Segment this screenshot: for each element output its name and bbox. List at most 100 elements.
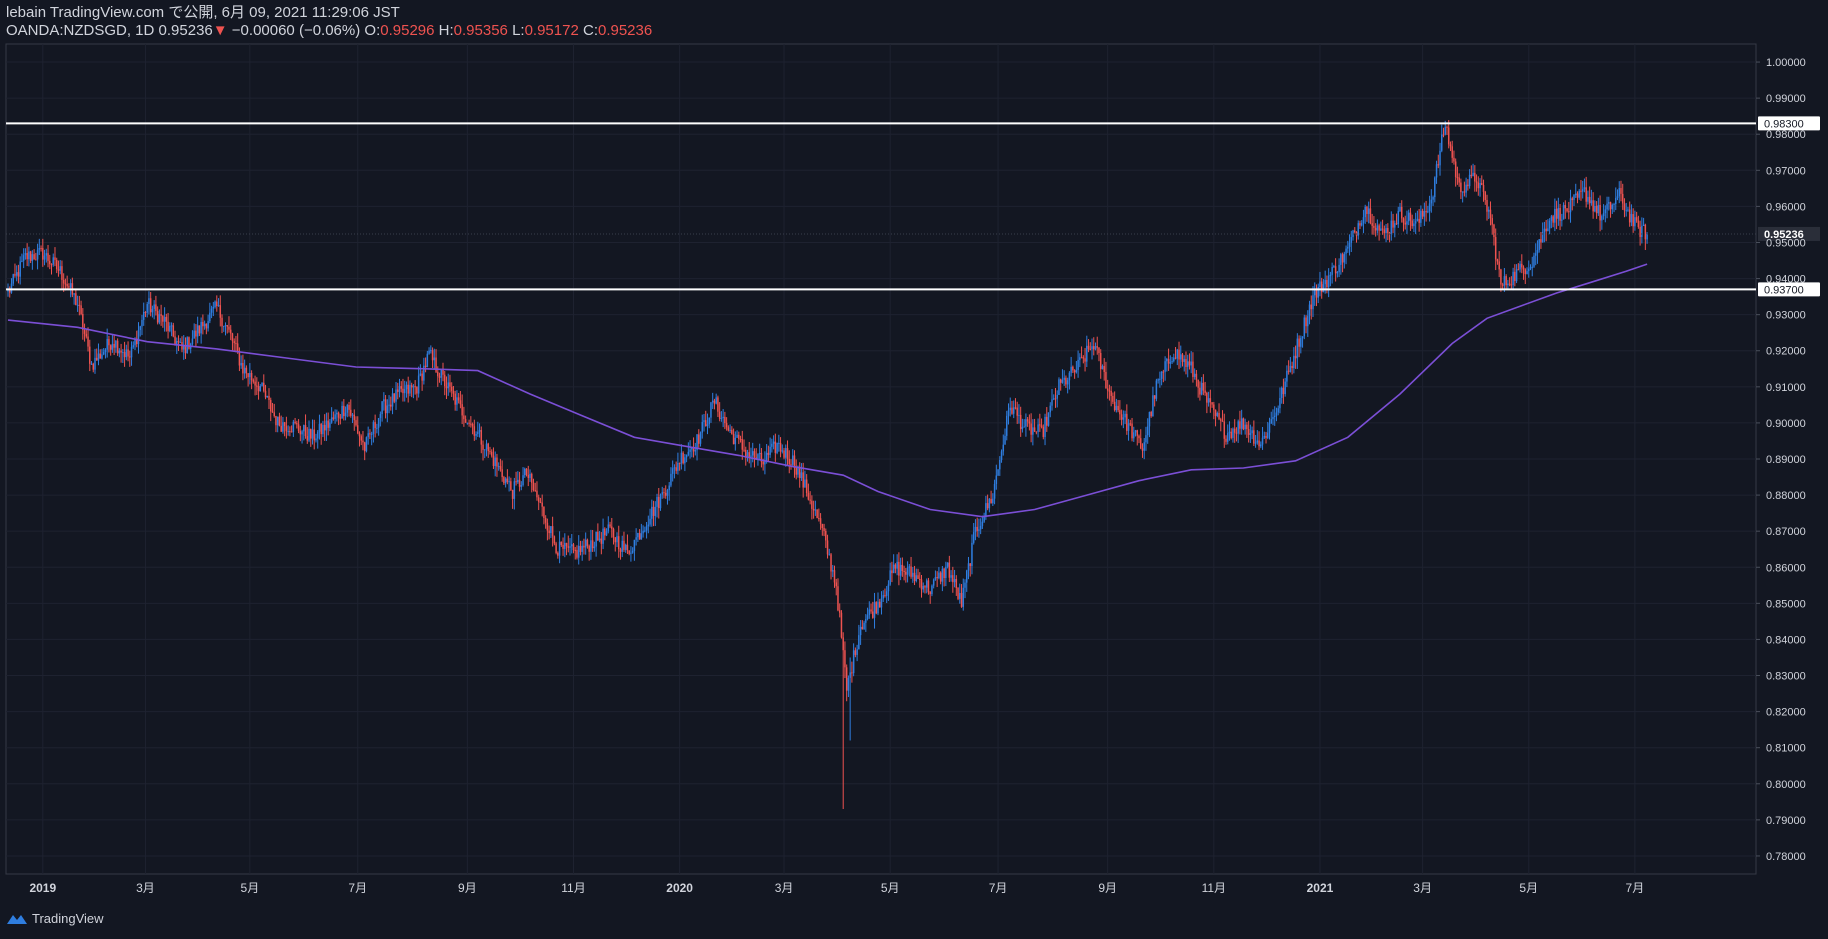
candle-body xyxy=(800,472,803,479)
candle-body xyxy=(416,386,418,394)
candle-body xyxy=(1627,209,1629,211)
horizontal-levels-layer[interactable]: 0.98300 0.93700 0.95236 xyxy=(6,116,1820,297)
candle-body xyxy=(1621,193,1624,204)
candle-body xyxy=(858,635,860,650)
time-tick-label: 2020 xyxy=(666,881,693,895)
candle-body xyxy=(560,541,563,546)
candle-body xyxy=(109,345,112,350)
candle-body xyxy=(367,433,369,438)
candle-body xyxy=(1446,126,1448,128)
symbol-label[interactable]: OANDA:NZDSGD, 1D xyxy=(6,22,155,39)
candle-body xyxy=(1052,398,1055,400)
candle-body xyxy=(832,570,834,572)
candle-body xyxy=(626,544,629,551)
candle-body xyxy=(31,254,34,261)
brand-name: TradingView xyxy=(32,911,104,926)
brand[interactable]: TradingView xyxy=(6,911,104,926)
candle-body xyxy=(567,546,570,548)
candle-body xyxy=(1221,420,1224,422)
candle-body xyxy=(1331,266,1333,275)
candle-body xyxy=(1512,271,1514,286)
candle-body xyxy=(1336,272,1339,274)
candle-body xyxy=(391,393,394,407)
candle-body xyxy=(452,390,455,394)
candle-body xyxy=(816,509,818,519)
candle-body xyxy=(390,404,392,407)
candle-body xyxy=(407,384,409,394)
candle-body xyxy=(637,532,639,538)
candle-body xyxy=(1387,227,1389,233)
candle-body xyxy=(1571,198,1574,201)
candle-body xyxy=(510,481,512,490)
candle-body xyxy=(1000,451,1003,460)
candle-body xyxy=(1124,413,1126,418)
candle-body xyxy=(1460,182,1462,193)
candle-body xyxy=(1601,216,1603,221)
candle-body xyxy=(691,447,693,450)
candle-body xyxy=(1380,228,1382,231)
candle-body xyxy=(43,255,46,260)
candle-body xyxy=(1510,284,1513,286)
candle-body xyxy=(1439,150,1441,166)
candle-body xyxy=(511,489,514,499)
candle-body xyxy=(484,449,486,451)
candle-body xyxy=(1566,208,1568,212)
candle-body xyxy=(1486,199,1488,212)
candle-body xyxy=(1454,161,1457,178)
candle-body xyxy=(1298,338,1300,347)
candle-body xyxy=(1106,388,1109,391)
candle-body xyxy=(120,350,122,353)
candle-body xyxy=(604,528,606,536)
candle-body xyxy=(1642,224,1645,226)
candle-body xyxy=(1233,428,1236,433)
candle-body xyxy=(414,386,416,388)
candle-body xyxy=(884,595,886,597)
candle-body xyxy=(873,602,876,618)
candle-body xyxy=(456,397,458,405)
candle-body xyxy=(969,563,971,567)
candle-body xyxy=(659,494,662,509)
close-value: 0.95236 xyxy=(597,22,653,39)
candle-body xyxy=(635,537,637,540)
candle-body xyxy=(1385,227,1387,234)
candle-body xyxy=(1058,379,1060,395)
candle-body xyxy=(1167,358,1170,364)
candle-body xyxy=(1213,404,1215,410)
candle-body xyxy=(1180,354,1182,360)
candle-body xyxy=(943,568,945,579)
candle-body xyxy=(111,343,114,350)
symbol-ohlc-line: OANDA:NZDSGD, 1D 0.95236▼ −0.00060 (−0.0… xyxy=(6,22,652,40)
candle-body xyxy=(1399,206,1401,211)
candle-body xyxy=(1602,213,1605,217)
candle-body xyxy=(934,576,937,580)
candle-body xyxy=(1623,203,1626,211)
candle-body xyxy=(932,579,935,586)
candle-body xyxy=(370,433,373,435)
candle-body xyxy=(1016,407,1018,416)
candle-body xyxy=(1004,435,1006,445)
candle-body xyxy=(1369,208,1372,224)
price-axis[interactable]: 1.00000 0.99000 0.98000 0.97000 0.96000 0.950… xyxy=(1756,57,1806,863)
candle-body xyxy=(995,475,998,484)
candle-body xyxy=(263,382,265,391)
candle-body xyxy=(1240,418,1243,429)
time-axis[interactable]: 2019 3月 5月 7月 9月 11月 2020 3月 5月 7月 9月 11月 2021 3月 5月 7月 xyxy=(29,881,1644,895)
candle-body xyxy=(1616,196,1619,198)
candle-body xyxy=(544,518,547,523)
candle-body xyxy=(450,386,453,391)
candle-body xyxy=(840,612,843,638)
candle-body xyxy=(179,341,182,343)
candle-body xyxy=(1425,211,1427,213)
candle-body xyxy=(945,566,947,579)
price-tick-label: 0.81000 xyxy=(1766,743,1806,755)
candle-body xyxy=(1357,223,1359,236)
candle-body xyxy=(670,473,672,486)
close-label: C: xyxy=(582,22,598,39)
level-price-tag xyxy=(1758,282,1820,297)
candle-body xyxy=(611,526,613,529)
candle-body xyxy=(1531,266,1533,268)
candle-body xyxy=(191,338,194,345)
candle-body xyxy=(62,279,65,284)
candle-body xyxy=(428,350,430,354)
